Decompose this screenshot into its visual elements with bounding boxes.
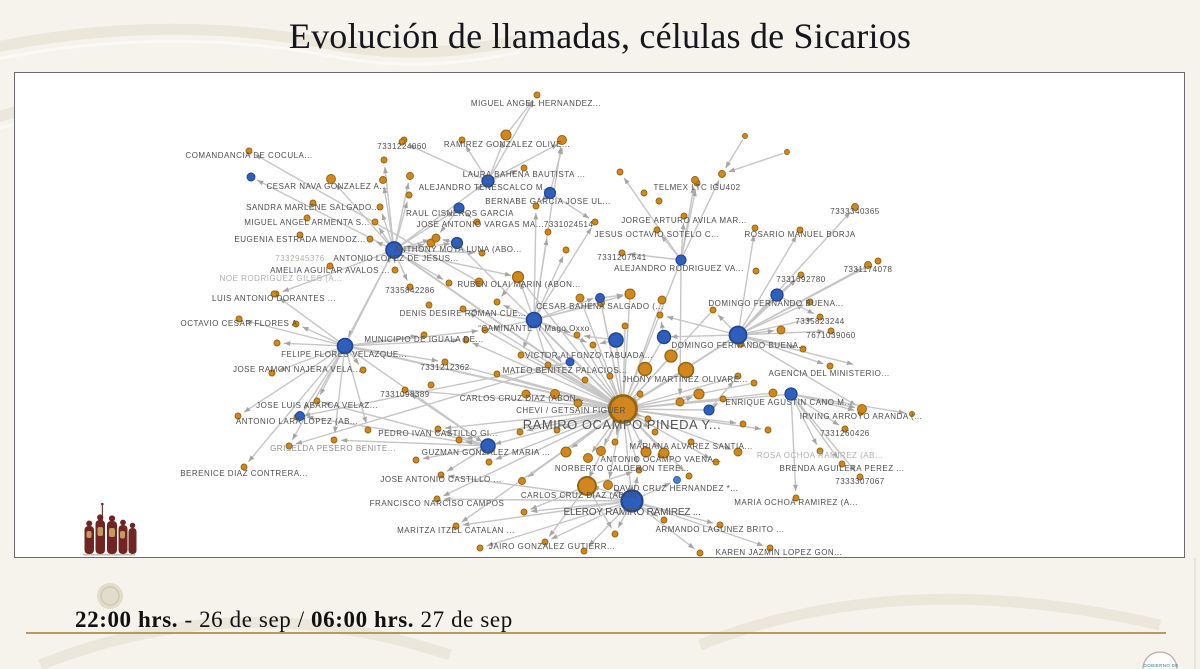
svg-text:FRANCISCO NARCISO CAMPOS: FRANCISCO NARCISO CAMPOS bbox=[370, 499, 505, 508]
svg-text:MARIA OCHOA RAMIREZ (A...: MARIA OCHOA RAMIREZ (A... bbox=[734, 498, 858, 507]
svg-text:AGENCIA DEL MINISTERIO...: AGENCIA DEL MINISTERIO... bbox=[768, 369, 889, 378]
svg-text:BRENDA AGUILERA PEREZ ...: BRENDA AGUILERA PEREZ ... bbox=[780, 464, 905, 473]
svg-text:CARLOS CRUZ DIAZ (ABON: CARLOS CRUZ DIAZ (ABON bbox=[521, 491, 637, 500]
svg-text:7331692780: 7331692780 bbox=[776, 275, 826, 284]
svg-text:TELMEX LTC IGU402: TELMEX LTC IGU402 bbox=[653, 183, 740, 192]
svg-text:DAVID CRUZ HERNANDEZ *...: DAVID CRUZ HERNANDEZ *... bbox=[614, 484, 739, 493]
svg-text:SANDRA MARLENE SALGADO...: SANDRA MARLENE SALGADO... bbox=[246, 203, 380, 212]
svg-text:MIGUEL ANGEL ARMENTA S...: MIGUEL ANGEL ARMENTA S... bbox=[244, 218, 370, 227]
svg-text:JESUS OCTAVIO SOTELO C...: JESUS OCTAVIO SOTELO C... bbox=[595, 230, 720, 239]
svg-text:EUGENIA ESTRADA MENDOZ...: EUGENIA ESTRADA MENDOZ... bbox=[234, 235, 365, 244]
svg-text:JOSE ANTONIO VARGAS MA...73310: JOSE ANTONIO VARGAS MA...7331024514 bbox=[417, 220, 594, 229]
svg-text:IRVING ARROYO ARANDA (...: IRVING ARROYO ARANDA (... bbox=[800, 412, 923, 421]
svg-text:7331260426: 7331260426 bbox=[820, 429, 870, 438]
svg-text:ELEROY RAMIRO RAMIREZ ...: ELEROY RAMIRO RAMIREZ ... bbox=[563, 507, 700, 518]
svg-text:MIGUEL ANGEL HERNANDEZ...: MIGUEL ANGEL HERNANDEZ... bbox=[471, 99, 601, 108]
svg-text:“CAMINANTE” / Mago Oxxo: “CAMINANTE” / Mago Oxxo bbox=[478, 324, 590, 333]
svg-text:LAURA BAHENA BAUTISTA ...: LAURA BAHENA BAUTISTA ... bbox=[463, 170, 586, 179]
svg-text:DOMINGO FERNANDO BUENA...: DOMINGO FERNANDO BUENA... bbox=[708, 299, 843, 308]
svg-text:7333307067: 7333307067 bbox=[835, 477, 885, 486]
svg-text:RAUL CISNEROS GARCIA: RAUL CISNEROS GARCIA bbox=[406, 209, 514, 218]
svg-text:CHEVI / GETSAIN FIGUER: CHEVI / GETSAIN FIGUER bbox=[516, 406, 626, 415]
svg-text:ANTONIO OCAMPO VAENA...: ANTONIO OCAMPO VAENA... bbox=[601, 455, 722, 464]
svg-text:PEDRO IVAN CASTILLO GI...: PEDRO IVAN CASTILLO GI... bbox=[378, 429, 498, 438]
svg-text:JOSE ANTONIO CASTILLO ...: JOSE ANTONIO CASTILLO ... bbox=[380, 475, 501, 484]
svg-text:RAMIRO OCAMPO PINEDA Y...: RAMIRO OCAMPO PINEDA Y... bbox=[523, 417, 721, 432]
svg-text:MÉXICO: MÉXICO bbox=[1151, 667, 1171, 669]
svg-text:ALEJANDRO RODRIGUEZ VA...: ALEJANDRO RODRIGUEZ VA... bbox=[614, 264, 744, 273]
svg-text:ROSA OCHOA RAMIREZ (AB...: ROSA OCHOA RAMIREZ (AB... bbox=[757, 451, 883, 460]
svg-text:FELIPE FLORES VELAZQUE...: FELIPE FLORES VELAZQUE... bbox=[281, 350, 407, 359]
svg-text:DENIS DESIRE ROMAN CUE...: DENIS DESIRE ROMAN CUE... bbox=[400, 309, 527, 318]
svg-text:VICTOR ALFONZO TABUADA...: VICTOR ALFONZO TABUADA... bbox=[525, 351, 653, 360]
svg-text:ANTHONY MOTA LUNA (ABO...: ANTHONY MOTA LUNA (ABO... bbox=[394, 245, 521, 254]
svg-text:JORGE ARTURO AVILA MAR...: JORGE ARTURO AVILA MAR... bbox=[621, 216, 747, 225]
svg-text:7331098389: 7331098389 bbox=[380, 390, 430, 399]
svg-text:ALEJANDRO TENESCALCO M...: ALEJANDRO TENESCALCO M... bbox=[419, 183, 551, 192]
svg-text:7671039060: 7671039060 bbox=[806, 331, 856, 340]
svg-text:KAREN JAZMIN LOPEZ GON...: KAREN JAZMIN LOPEZ GON... bbox=[716, 548, 843, 557]
svg-text:ARMANDO LAGUNEZ BRITO ...: ARMANDO LAGUNEZ BRITO ... bbox=[656, 525, 785, 534]
svg-text:RUBEN OLAI MARIN (ABON...: RUBEN OLAI MARIN (ABON... bbox=[457, 280, 580, 289]
svg-text:7335842286: 7335842286 bbox=[385, 286, 435, 295]
svg-text:MARIANA ALVAREZ SANTIA...: MARIANA ALVAREZ SANTIA... bbox=[629, 442, 752, 451]
svg-text:7331207541: 7331207541 bbox=[597, 253, 647, 262]
svg-text:COMANDANCIA DE COCULA...: COMANDANCIA DE COCULA... bbox=[185, 151, 312, 160]
svg-text:7331174078: 7331174078 bbox=[844, 265, 893, 274]
svg-text:7333340365: 7333340365 bbox=[830, 207, 880, 216]
svg-text:MARITZA ITZEL CATALAN ...: MARITZA ITZEL CATALAN ... bbox=[397, 526, 515, 535]
svg-text:GUZMAN GONZALEZ MARIA ...: GUZMAN GONZALEZ MARIA ... bbox=[422, 448, 551, 457]
svg-text:ROSARIO MANUEL BORJA: ROSARIO MANUEL BORJA bbox=[744, 230, 855, 239]
svg-text:AMELIA AGUILAR AVALOS ...: AMELIA AGUILAR AVALOS ... bbox=[270, 266, 390, 275]
svg-text:CESAR NAVA GONZALEZ A...: CESAR NAVA GONZALEZ A... bbox=[266, 182, 387, 191]
svg-text:NOE RODRIGUEZ GILES (A...: NOE RODRIGUEZ GILES (A... bbox=[220, 274, 343, 283]
svg-text:DOMINGO FERNANDO BUENA...: DOMINGO FERNANDO BUENA... bbox=[671, 341, 806, 350]
svg-text:CARLOS CRUZ DIAZ (ABON...: CARLOS CRUZ DIAZ (ABON... bbox=[460, 394, 585, 403]
svg-text:JAIRO GONZALEZ GUTIERR...: JAIRO GONZALEZ GUTIERR... bbox=[489, 542, 615, 551]
svg-text:NORBERTO CALDERON TERE...: NORBERTO CALDERON TERE... bbox=[555, 464, 689, 473]
svg-text:GRISELDA PESERO BENITE...: GRISELDA PESERO BENITE... bbox=[270, 444, 396, 453]
svg-text:BERNABE GARCIA JOSE UL...: BERNABE GARCIA JOSE UL... bbox=[485, 197, 610, 206]
svg-text:GOBIERNO DE: GOBIERNO DE bbox=[1143, 663, 1178, 668]
svg-text:ANTONIO LARA LOPEZ (AB...: ANTONIO LARA LOPEZ (AB... bbox=[236, 417, 358, 426]
svg-text:RAMIREZ GONZALEZ OLIVE...: RAMIREZ GONZALEZ OLIVE... bbox=[444, 140, 570, 149]
svg-text:BERENICE DIAZ CONTRERA...: BERENICE DIAZ CONTRERA... bbox=[180, 469, 308, 478]
svg-text:MATEO BENITEZ PALACIOS...: MATEO BENITEZ PALACIOS... bbox=[503, 366, 628, 375]
svg-text:OCTAVIO CESAR FLORES A: OCTAVIO CESAR FLORES A bbox=[181, 319, 298, 328]
svg-text:ANTONIO LOPEZ DE JESUS...: ANTONIO LOPEZ DE JESUS... bbox=[333, 254, 458, 263]
svg-text:7331224060: 7331224060 bbox=[377, 142, 427, 151]
svg-text:JHONY MARTINEZ OLIVARE...: JHONY MARTINEZ OLIVARE... bbox=[622, 375, 747, 384]
svg-text:JOSE RAMON NAJERA VELA...: JOSE RAMON NAJERA VELA... bbox=[233, 365, 361, 374]
svg-text:ENRIQUE AGUSTIN CANO M...: ENRIQUE AGUSTIN CANO M... bbox=[725, 398, 852, 407]
svg-text:JOSE LUIS ABARCA VELAZ...: JOSE LUIS ABARCA VELAZ... bbox=[256, 401, 378, 410]
svg-text:MUNICIPIO DE IGUALA DE...: MUNICIPIO DE IGUALA DE... bbox=[364, 335, 483, 344]
svg-text:7332945376: 7332945376 bbox=[275, 254, 325, 263]
svg-text:LUIS ANTONIO DORANTES ...: LUIS ANTONIO DORANTES ... bbox=[212, 294, 336, 303]
svg-text:7331212362: 7331212362 bbox=[420, 363, 470, 372]
svg-text:7335823244: 7335823244 bbox=[795, 317, 845, 326]
svg-text:CESAR BAHENA SALGADO (...: CESAR BAHENA SALGADO (... bbox=[536, 302, 663, 311]
